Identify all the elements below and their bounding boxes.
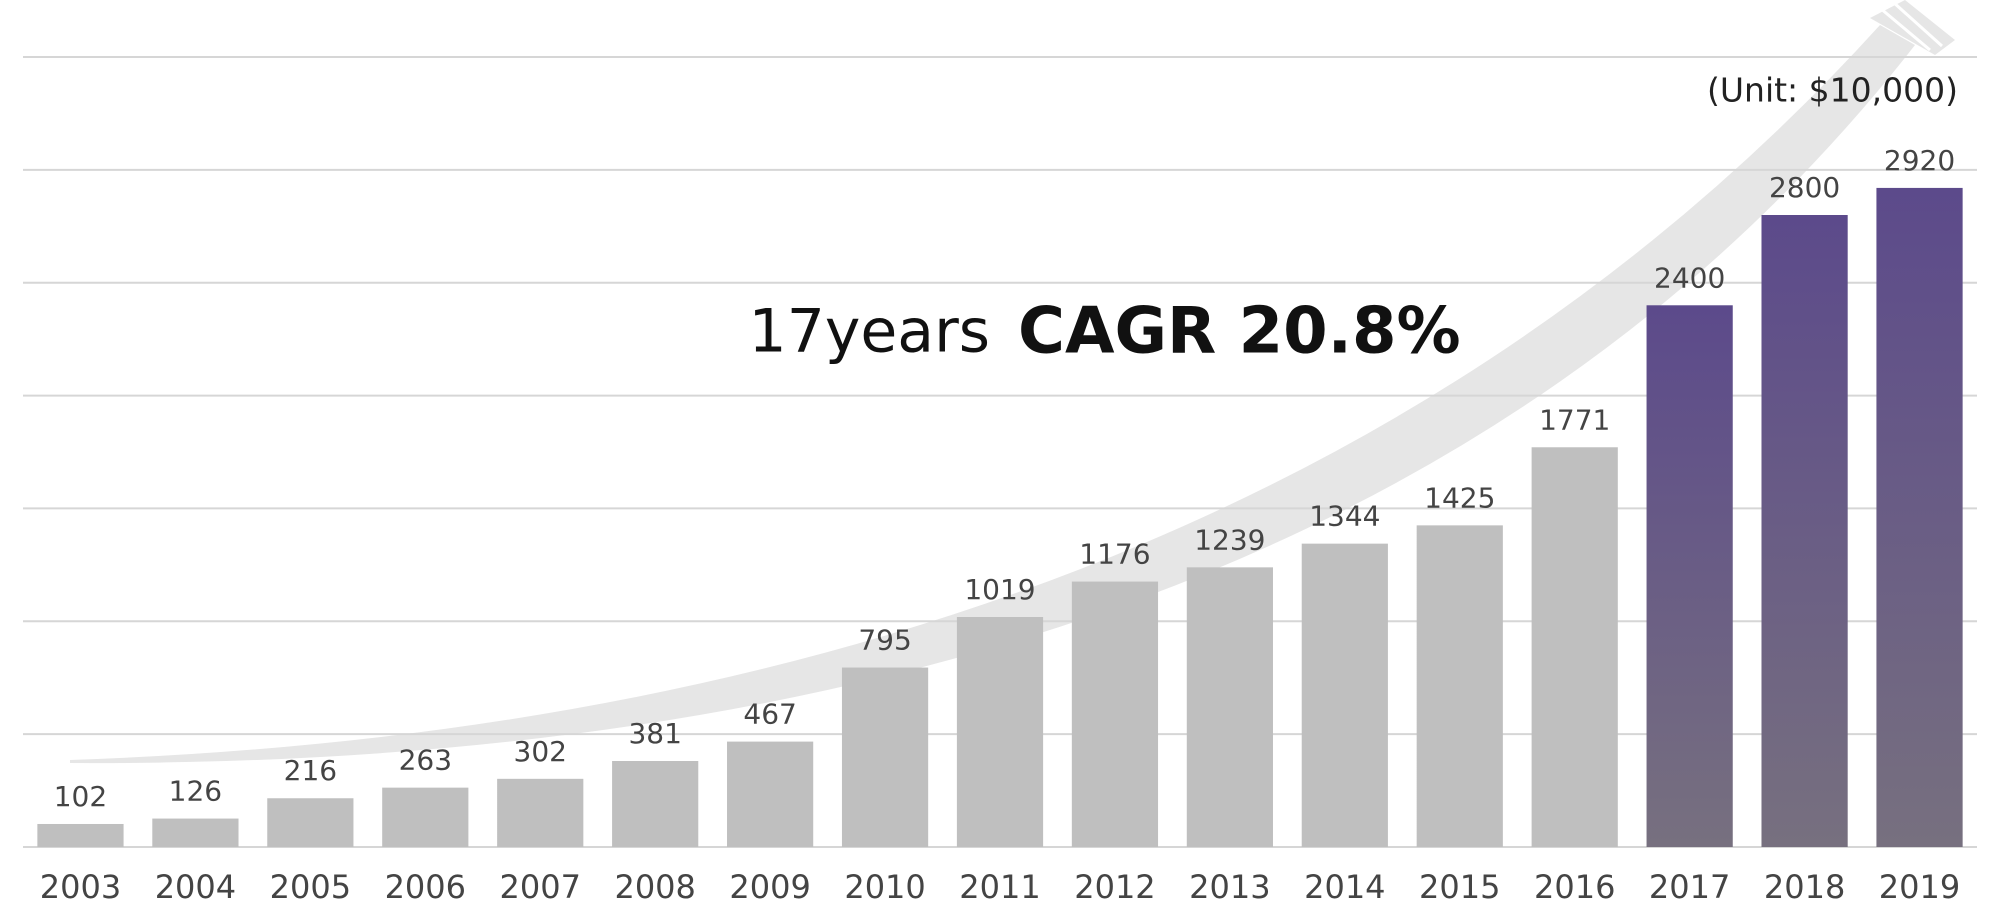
bar	[1186, 567, 1273, 847]
bar	[382, 787, 469, 847]
bar	[1416, 525, 1503, 847]
value-label: 2800	[1769, 171, 1840, 204]
bar	[152, 818, 239, 847]
bar	[1646, 305, 1733, 847]
x-tick-label: 2004	[155, 868, 236, 906]
value-label: 1019	[964, 573, 1035, 606]
x-tick-label: 2003	[40, 868, 121, 906]
x-tick-label: 2005	[270, 868, 351, 906]
bar	[267, 798, 354, 847]
value-label: 1425	[1424, 481, 1495, 514]
period-label: 17years	[749, 297, 990, 367]
bar	[1761, 215, 1848, 847]
unit-note: (Unit: $10,000)	[1707, 71, 1958, 110]
value-label: 1176	[1079, 538, 1150, 571]
bar	[1301, 543, 1388, 847]
x-tick-label: 2010	[844, 868, 925, 906]
x-tick-label: 2012	[1074, 868, 1155, 906]
value-label: 381	[628, 717, 681, 750]
x-tick-label: 2016	[1534, 868, 1615, 906]
value-label: 1239	[1194, 523, 1265, 556]
value-label: 467	[743, 698, 796, 731]
x-tick-label: 2017	[1649, 868, 1730, 906]
bar	[1531, 447, 1618, 847]
x-tick-label: 2006	[385, 868, 466, 906]
bar	[1876, 187, 1963, 847]
bar	[1071, 581, 1159, 847]
x-tick-label: 2013	[1189, 868, 1270, 906]
x-tick-label: 2011	[959, 868, 1040, 906]
x-tick-label: 2014	[1304, 868, 1385, 906]
bar	[727, 741, 814, 847]
value-label: 216	[284, 754, 337, 787]
bar	[612, 761, 699, 847]
value-label: 263	[399, 744, 452, 777]
bar	[956, 616, 1044, 847]
x-tick-label: 2009	[729, 868, 810, 906]
x-tick-label: 2007	[500, 868, 581, 906]
x-tick-label: 2015	[1419, 868, 1500, 906]
x-tick-label: 2008	[614, 868, 695, 906]
value-label: 795	[858, 624, 911, 657]
value-label: 1771	[1539, 403, 1610, 436]
value-label: 126	[169, 775, 222, 808]
growth-arrow	[70, 0, 1955, 764]
x-tick-label: 2018	[1764, 868, 1845, 906]
bar	[37, 823, 124, 847]
x-tick-label: 2019	[1879, 868, 1960, 906]
value-label: 1344	[1309, 500, 1380, 533]
bar	[841, 667, 929, 847]
bar	[497, 778, 584, 847]
value-label: 2400	[1654, 261, 1725, 294]
cagr-label: CAGR 20.8%	[1018, 295, 1461, 369]
value-label: 102	[54, 780, 107, 813]
value-label: 2920	[1884, 144, 1955, 177]
value-label: 302	[514, 735, 567, 768]
